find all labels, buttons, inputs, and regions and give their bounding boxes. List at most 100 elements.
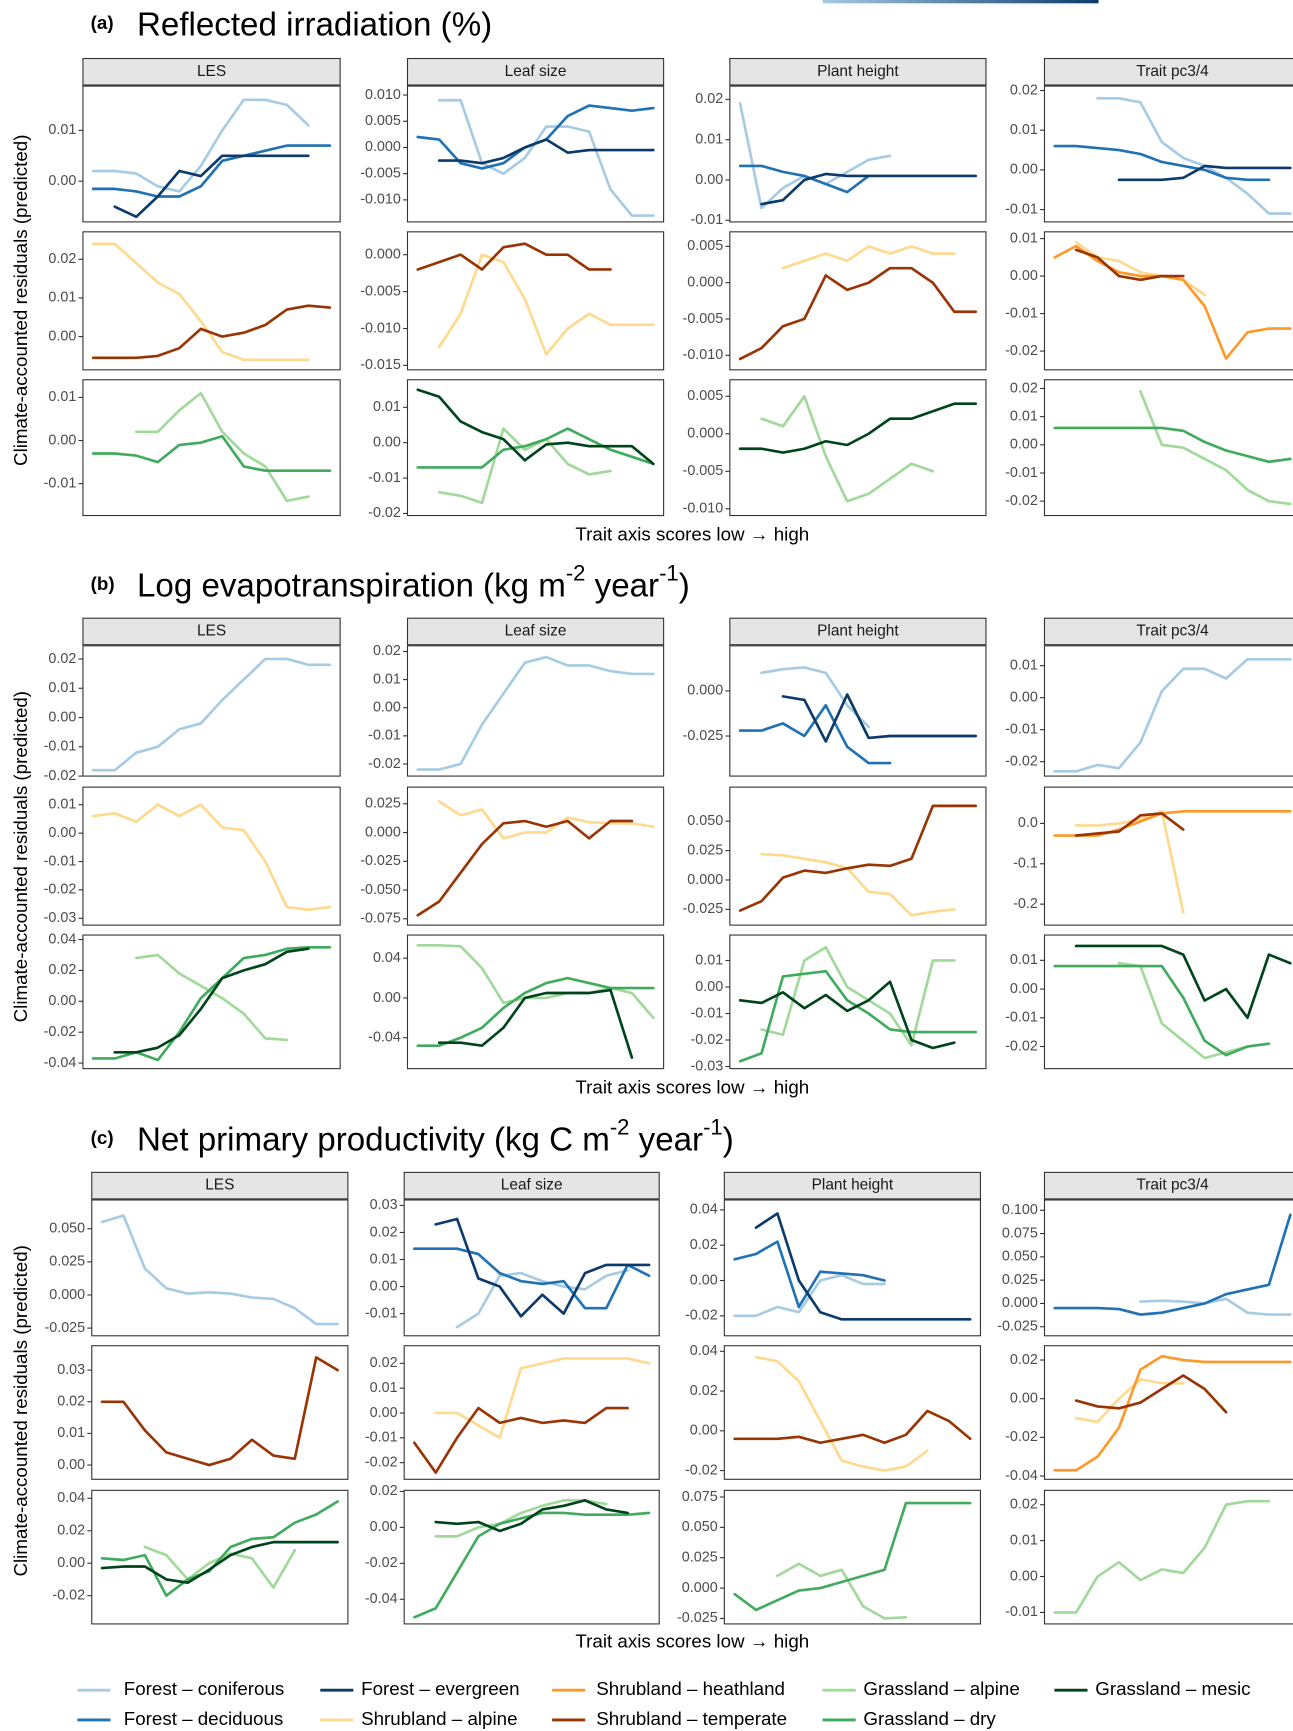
panel-border [406, 786, 665, 926]
strip [1043, 1171, 1293, 1200]
legend-label: Shrubland – alpine [361, 1708, 517, 1729]
series-line [437, 800, 655, 840]
y-tick-label: -0.02 [365, 1454, 398, 1470]
strip [1043, 57, 1293, 86]
y-tick-label: 0.00 [1010, 1568, 1038, 1584]
y-tick-label: 0.00 [695, 172, 723, 188]
y-tick-label: 0.01 [1010, 1532, 1038, 1548]
series-line [781, 693, 978, 743]
series-line [1053, 1354, 1292, 1472]
y-tick-label: -0.025 [360, 853, 401, 869]
series-line [413, 1406, 629, 1474]
y-tick-label: -0.2 [1013, 896, 1038, 912]
y-tick-label: 0.025 [682, 1550, 718, 1566]
y-tick-label: 0.00 [57, 1555, 85, 1571]
series-line [733, 1501, 972, 1612]
y-tick-label: -0.02 [1005, 343, 1038, 359]
y-tick-label: -0.025 [683, 901, 724, 917]
y-tick-label: 0.02 [370, 1355, 398, 1371]
series-line [1074, 1378, 1185, 1424]
y-tick-label: -0.025 [997, 1319, 1038, 1335]
y-tick-label: 0.00 [48, 825, 76, 841]
title-part: -1 [659, 561, 679, 586]
strip [82, 57, 341, 86]
y-tick-label: -0.01 [365, 1430, 398, 1446]
y-tick-label: -0.010 [360, 192, 401, 208]
y-tick-label: 0.00 [48, 173, 76, 189]
legend-label: Forest – coniferous [124, 1678, 285, 1699]
series-line [760, 172, 978, 206]
y-tick-label: 0.00 [48, 328, 76, 344]
series-line [437, 253, 655, 356]
series-line [738, 980, 956, 1050]
y-tick-label: -0.02 [1005, 1038, 1038, 1054]
series-line [416, 427, 655, 469]
y-tick-label: 0.02 [1010, 1496, 1038, 1512]
series-line [1074, 944, 1292, 1020]
series-line [738, 266, 978, 361]
series-line [91, 98, 310, 193]
y-tick-label: 0.02 [57, 1394, 85, 1410]
y-tick-label: -0.01 [1005, 721, 1038, 737]
y-tick-label: -0.075 [360, 911, 401, 927]
y-tick-label: -0.015 [360, 357, 401, 373]
panel-border [1043, 645, 1293, 777]
y-tick-label: -0.01 [1005, 465, 1038, 481]
y-tick-label: 0.04 [48, 931, 76, 947]
y-tick-label: 0.00 [373, 990, 401, 1006]
y-tick-label: -0.01 [44, 475, 77, 491]
y-tick-label: -0.025 [683, 728, 724, 744]
series-line [760, 666, 870, 729]
strip-label: LES [197, 623, 226, 640]
y-tick-label: 0.02 [1010, 82, 1038, 98]
y-tick-label: -0.02 [685, 1462, 718, 1478]
series-line [1053, 144, 1271, 182]
y-tick-label: 0.00 [370, 1519, 398, 1535]
y-tick-label: -0.010 [360, 320, 401, 336]
series-line [1139, 390, 1292, 506]
y-tick-label: 0.000 [687, 872, 723, 888]
series-line [781, 245, 956, 270]
y-tick-label: -0.04 [365, 1591, 398, 1607]
y-tick-label: 0.00 [1010, 437, 1038, 453]
y-tick-label: 0.00 [48, 432, 76, 448]
y-tick-label: -0.04 [1005, 1468, 1038, 1484]
series-line [91, 657, 332, 772]
strip [406, 57, 665, 86]
panel-tag: (a) [91, 12, 114, 33]
series-line [100, 1356, 339, 1467]
panel-border [729, 934, 987, 1070]
panel-border [1043, 231, 1293, 371]
y-tick-label: 0.0 [1018, 815, 1038, 831]
panel-tag: (c) [91, 1127, 114, 1148]
series-line [434, 1217, 651, 1318]
y-tick-label: -0.025 [44, 1320, 85, 1336]
series-line [416, 388, 655, 466]
y-tick-label: 0.00 [373, 700, 401, 716]
series-line [434, 1499, 629, 1533]
y-tick-label: -0.01 [368, 470, 401, 486]
series-line [1139, 1297, 1292, 1316]
panel-border [1043, 1345, 1293, 1480]
title-part: -1 [703, 1115, 723, 1140]
y-tick-label: 0.00 [690, 1272, 718, 1288]
panel-border [403, 1199, 660, 1337]
y-axis-label: Climate-accounted residuals (predicted) [10, 691, 31, 1022]
legend-label: Shrubland – temperate [596, 1708, 787, 1729]
panel-border [723, 1345, 981, 1480]
strip [82, 617, 341, 646]
y-tick-label: -0.010 [683, 501, 724, 517]
legend-label: Grassland – alpine [863, 1678, 1019, 1699]
y-tick-label: 0.02 [1010, 380, 1038, 396]
panel-border [723, 1199, 981, 1337]
y-tick-label: -0.02 [44, 1024, 77, 1040]
strip-label: Leaf size [501, 1177, 563, 1194]
y-tick-label: 0.050 [49, 1221, 85, 1237]
y-tick-label: 0.000 [1002, 1295, 1038, 1311]
y-tick-label: 0.02 [57, 1523, 85, 1539]
series-line [100, 1214, 339, 1326]
strip-label: Plant height [817, 63, 899, 80]
y-axis-label: Climate-accounted residuals (predicted) [10, 1245, 31, 1576]
y-tick-label: 0.000 [687, 426, 723, 442]
y-tick-label: -0.01 [1005, 305, 1038, 321]
